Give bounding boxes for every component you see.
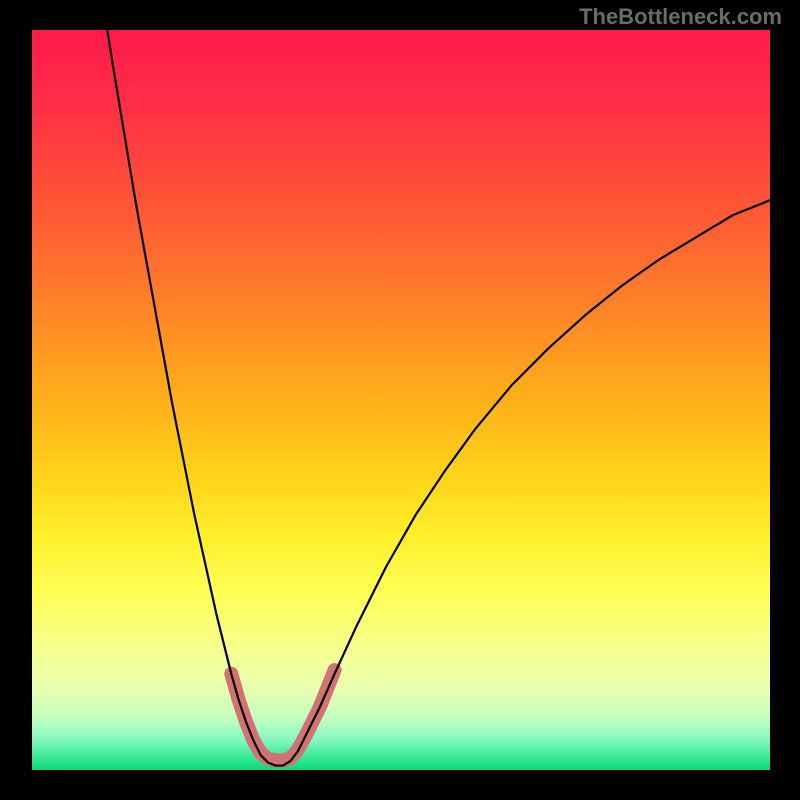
chart-svg [0, 0, 800, 800]
chart-container: TheBottleneck.com [0, 0, 800, 800]
plot-background [32, 30, 770, 770]
watermark-text: TheBottleneck.com [579, 4, 782, 30]
